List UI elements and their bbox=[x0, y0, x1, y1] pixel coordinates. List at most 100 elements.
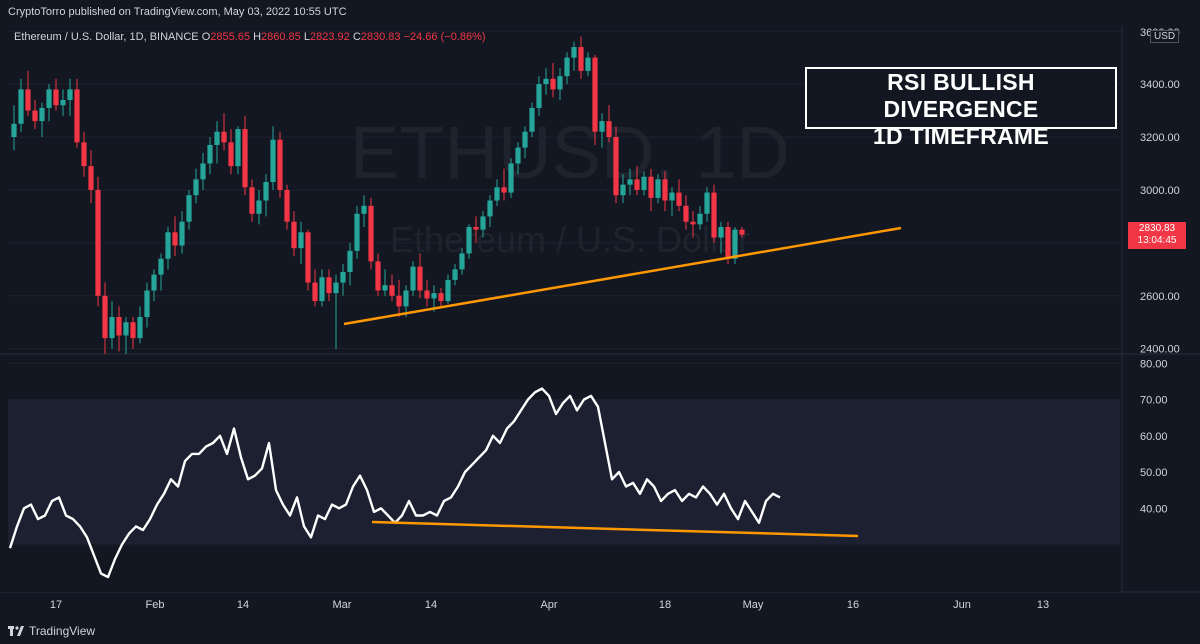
candle bbox=[151, 269, 157, 302]
candle bbox=[592, 54, 598, 145]
candle bbox=[144, 282, 150, 328]
legend-change: −24.66 (−0.86%) bbox=[403, 31, 486, 43]
rsi-axis[interactable]: 40.00 50.00 60.00 70.00 80.00 bbox=[1140, 358, 1168, 515]
candle bbox=[32, 99, 38, 130]
candle bbox=[536, 76, 542, 116]
candle bbox=[25, 70, 31, 116]
candle bbox=[53, 78, 59, 111]
time-axis[interactable]: 17 Feb 14 Mar 14 Apr 18 May 16 Jun 13 bbox=[50, 599, 1049, 611]
time-tick-label: 16 bbox=[847, 599, 859, 611]
candle bbox=[585, 52, 591, 77]
candle bbox=[102, 282, 108, 354]
bar-countdown: 13:04:45 bbox=[1137, 235, 1177, 246]
candle bbox=[676, 179, 682, 212]
candle bbox=[60, 89, 66, 116]
candle bbox=[662, 171, 668, 212]
rsi-band bbox=[8, 399, 1120, 545]
candle bbox=[501, 168, 507, 201]
candle bbox=[403, 285, 409, 317]
candle bbox=[186, 189, 192, 230]
annotation-line1: RSI BULLISH DIVERGENCE bbox=[883, 69, 1039, 122]
candle bbox=[718, 221, 724, 254]
publisher-bar: CryptoTorro published on TradingView.com… bbox=[0, 0, 1200, 26]
candle bbox=[200, 152, 206, 190]
candle bbox=[256, 189, 262, 225]
price-tick-label: 3400.00 bbox=[1140, 79, 1180, 91]
candle bbox=[326, 269, 332, 302]
candle bbox=[732, 226, 738, 265]
price-trendline[interactable] bbox=[343, 226, 902, 326]
time-tick-label: May bbox=[743, 599, 764, 611]
candle bbox=[424, 279, 430, 307]
candle bbox=[137, 306, 143, 344]
watermark-ticker: ETHUSD, 1D bbox=[350, 111, 790, 194]
candle bbox=[396, 279, 402, 317]
candle bbox=[438, 287, 444, 307]
candle bbox=[578, 36, 584, 79]
time-tick-label: Jun bbox=[953, 599, 971, 611]
currency-button[interactable]: USD bbox=[1150, 30, 1180, 43]
price-tick-label: 2400.00 bbox=[1140, 344, 1180, 356]
candle bbox=[613, 126, 619, 204]
candle bbox=[445, 274, 451, 304]
price-axis[interactable]: 2400.002600.003000.003200.003400.003600.… bbox=[1140, 27, 1180, 356]
candle bbox=[648, 168, 654, 212]
time-tick-label: 14 bbox=[237, 599, 249, 611]
candle bbox=[529, 102, 535, 138]
candle bbox=[522, 126, 528, 159]
candle bbox=[690, 211, 696, 238]
candle bbox=[543, 68, 549, 95]
tradingview-logo[interactable]: TradingView bbox=[8, 624, 95, 638]
candle bbox=[242, 115, 248, 196]
rsi-tick-label: 40.00 bbox=[1140, 503, 1168, 515]
candle bbox=[368, 197, 374, 270]
candle bbox=[620, 174, 626, 204]
candle bbox=[571, 41, 577, 71]
candle bbox=[67, 78, 73, 116]
candle bbox=[711, 184, 717, 243]
candle bbox=[11, 105, 17, 151]
watermark-name: Ethereum / U.S. Dollar bbox=[390, 219, 750, 260]
candle bbox=[480, 211, 486, 238]
candle bbox=[95, 176, 101, 307]
candle bbox=[39, 102, 45, 138]
candle bbox=[515, 142, 521, 175]
candle bbox=[130, 316, 136, 349]
legend-symbol: Ethereum / U.S. Dollar, 1D, BINANCE bbox=[14, 31, 199, 43]
candle bbox=[123, 316, 129, 354]
last-price: 2830.83 bbox=[1138, 223, 1176, 234]
rsi-trendline[interactable] bbox=[371, 520, 859, 538]
last-price-tag: 2830.83 13:04:45 bbox=[1128, 222, 1186, 249]
candle bbox=[298, 221, 304, 265]
time-tick-label: Feb bbox=[146, 599, 165, 611]
candle bbox=[319, 269, 325, 307]
annotation-box: RSI BULLISH DIVERGENCE 1D TIMEFRAME bbox=[805, 67, 1117, 149]
candle bbox=[88, 150, 94, 204]
candle bbox=[564, 52, 570, 85]
candle bbox=[291, 211, 297, 257]
candle bbox=[697, 205, 703, 230]
candle bbox=[158, 253, 164, 291]
time-tick-label: 14 bbox=[425, 599, 437, 611]
candle bbox=[739, 226, 745, 238]
rsi-tick-label: 50.00 bbox=[1140, 467, 1168, 479]
candle bbox=[389, 274, 395, 302]
candle bbox=[305, 229, 311, 291]
candle bbox=[277, 131, 283, 198]
legend-high: 2860.85 bbox=[261, 31, 301, 43]
candle bbox=[221, 113, 227, 151]
candle bbox=[669, 187, 675, 217]
candle bbox=[704, 187, 710, 222]
legend-open: 2855.65 bbox=[210, 31, 251, 43]
candle bbox=[627, 168, 633, 196]
candle bbox=[382, 269, 388, 296]
rsi-tick-label: 60.00 bbox=[1140, 431, 1168, 443]
time-tick-label: Apr bbox=[540, 599, 557, 611]
candle bbox=[165, 226, 171, 270]
candle bbox=[634, 166, 640, 196]
ohlc-legend: Ethereum / U.S. Dollar, 1D, BINANCE O285… bbox=[14, 31, 486, 43]
candle bbox=[417, 253, 423, 299]
legend-close: 2830.83 bbox=[360, 31, 401, 43]
candle bbox=[606, 105, 612, 143]
publisher-text: CryptoTorro published on TradingView.com… bbox=[8, 6, 347, 18]
